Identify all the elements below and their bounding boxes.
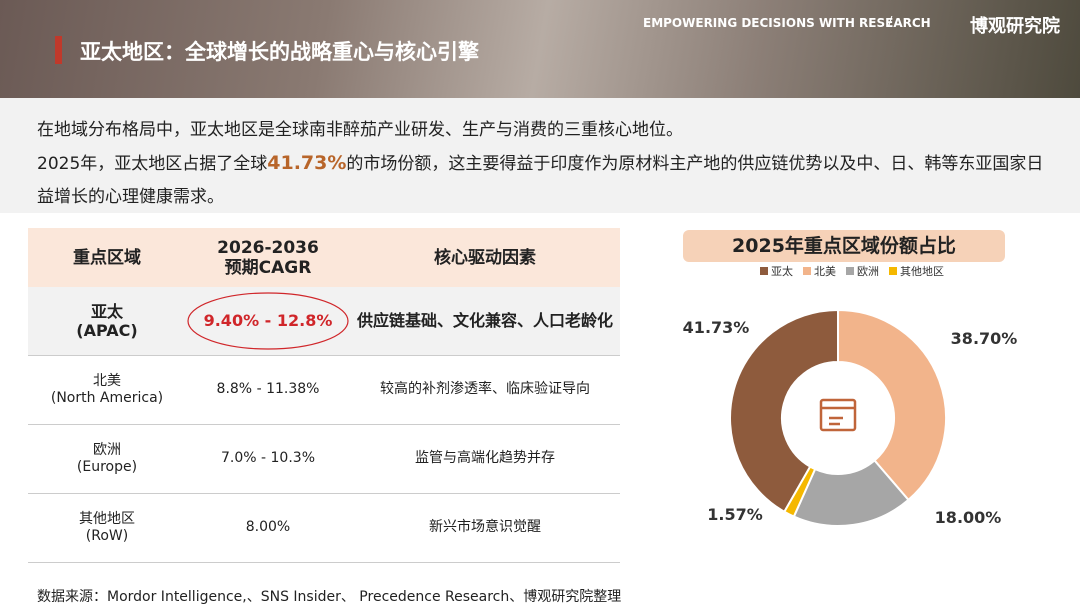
header-cell: 核心驱动因素 (350, 228, 620, 287)
separator: / (888, 15, 893, 30)
legend-label: 其他地区 (900, 265, 944, 278)
data-label: 38.70% (951, 329, 1018, 348)
cell-line: 新兴市场意识觉醒 (429, 519, 541, 535)
cell-line: 重点区域 (73, 247, 141, 268)
cell-line: 2026-2036 (217, 237, 319, 258)
cell-line: 其他地区 (79, 510, 135, 527)
donut-slice (783, 465, 817, 518)
intro-line: 在地域分布格局中，亚太地区是全球南非醉茄产业研发、生产与消费的三重核心地位。 (37, 120, 683, 140)
legend-swatch (760, 267, 768, 275)
table: 重点区域 2026-2036 预期CAGR 核心驱动因素亚太 (APAC) 9.40% -… (28, 228, 620, 563)
table-row: 其他地区 (RoW) 8.00% 新兴市场意识觉醒 (28, 493, 620, 563)
table-cell: 9.40% - 12.8% (186, 287, 350, 356)
legend-swatch (846, 267, 854, 275)
table-cell: 北美 (North America) (28, 355, 186, 425)
table-cell: 新兴市场意识觉醒 (350, 493, 620, 563)
cell-line: 监管与高端化趋势并存 (415, 450, 555, 466)
cell-line: 核心驱动因素 (434, 247, 536, 268)
table-cell: 8.8% - 11.38% (186, 355, 350, 425)
cell-line: (RoW) (85, 527, 129, 544)
legend-swatch (889, 267, 897, 275)
tagline: EMPOWERING DECISIONS WITH RESEARCH (643, 16, 931, 30)
legend-label: 欧洲 (857, 265, 879, 278)
header-cell: 2026-2036 预期CAGR (186, 228, 350, 287)
cell-line: 较高的补剂渗透率、临床验证导向 (380, 381, 590, 397)
data-label: 18.00% (935, 508, 1002, 527)
cell-line: (APAC) (76, 320, 138, 340)
intro: 在地域分布格局中，亚太地区是全球南非醉茄产业研发、生产与消费的三重核心地位。 2… (0, 98, 1080, 213)
data-label: 1.57% (707, 505, 763, 524)
cell-line: 8.00% (245, 519, 291, 535)
cell-line: 北美 (93, 372, 121, 389)
title-bar (55, 36, 62, 64)
cell-line: 亚太 (90, 301, 123, 321)
highlight-ring (187, 292, 349, 350)
legend-label: 北美 (814, 265, 836, 278)
legend-label: 亚太 (771, 265, 793, 278)
brand: 博观研究院 (970, 16, 1060, 37)
intro-line: 2025年，亚太地区占据了全球41.73%的市场份额，这主要得益于印度作为原材料… (37, 147, 1047, 214)
table-row: 亚太 (APAC) 9.40% - 12.8% 供应链基础、文化兼容、人口老龄化 (28, 287, 620, 356)
donut-slice (837, 308, 947, 502)
highlight: 41.73% (267, 152, 347, 174)
table-row: 欧洲 (Europe) 7.0% - 10.3% 监管与高端化趋势并存 (28, 424, 620, 494)
header-cell: 重点区域 (28, 228, 186, 287)
cell-line: 供应链基础、文化兼容、人口老龄化 (356, 311, 613, 331)
legend-swatch (803, 267, 811, 275)
data-label: 41.73% (683, 318, 750, 337)
table-cell: 供应链基础、文化兼容、人口老龄化 (350, 287, 620, 356)
cell-line: 8.8% - 11.38% (216, 381, 320, 397)
text: 的市场份额，这主要得益于印度作为原材料主产地的供应链优势以及中、日、韩等东亚国家… (37, 154, 1044, 207)
text: 2025年，亚太地区占据了全球 (37, 154, 268, 174)
table-cell: 其他地区 (RoW) (28, 493, 186, 563)
cell-line: 欧洲 (93, 441, 121, 458)
header-row: 重点区域 2026-2036 预期CAGR 核心驱动因素 (28, 228, 620, 287)
banner (0, 0, 1080, 98)
donut-slice (729, 308, 839, 514)
table-cell: 亚太 (APAC) (28, 287, 186, 356)
cell-line: 预期CAGR (224, 257, 312, 278)
table-cell: 较高的补剂渗透率、临床验证导向 (350, 355, 620, 425)
table-cell: 8.00% (186, 493, 350, 563)
chart-title-bg (683, 230, 1005, 262)
table-cell: 7.0% - 10.3% (186, 424, 350, 494)
slide-title: 亚太地区：全球增长的战略重心与核心引擎 (80, 40, 479, 64)
cell-line: (Europe) (76, 458, 138, 475)
table-row: 北美 (North America) 8.8% - 11.38% 较高的补剂渗透率、临… (28, 355, 620, 425)
table-cell: 欧洲 (Europe) (28, 424, 186, 494)
table-cell: 监管与高端化趋势并存 (350, 424, 620, 494)
center-icon (819, 398, 857, 432)
cell-line: (North America) (50, 389, 164, 406)
chart-title: 2025年重点区域份额占比 (732, 234, 956, 257)
cell-line: 9.40% - 12.8% (203, 311, 333, 331)
source: 数据来源：Mordor Intelligence,、SNS Insider、 P… (37, 589, 622, 605)
cell-line: 7.0% - 10.3% (221, 450, 315, 466)
